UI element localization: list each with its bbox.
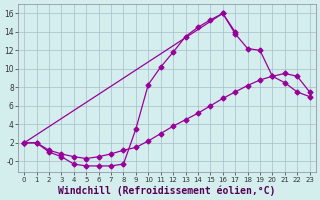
X-axis label: Windchill (Refroidissement éolien,°C): Windchill (Refroidissement éolien,°C): [58, 185, 276, 196]
